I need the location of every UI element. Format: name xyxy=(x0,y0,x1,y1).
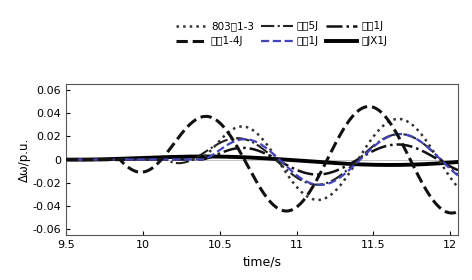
酒鑴1-4J xyxy=(217,121,222,124)
酒鑴1-4J xyxy=(455,210,461,213)
Legend: 803厂1-3, 酒鑴1-4J, 酒鑴5J, 酒新1J, 张捘1J, 刘JX1J: 803厂1-3, 酒鑴1-4J, 酒鑴5J, 酒新1J, 张捘1J, 刘JX1J xyxy=(176,21,388,46)
酒鑴5J xyxy=(455,173,461,176)
酒鑴1-4J xyxy=(63,158,69,161)
刘JX1J xyxy=(234,155,239,159)
张捘1J xyxy=(109,158,115,161)
酒鑴5J xyxy=(314,183,320,186)
酒鑴5J xyxy=(217,142,222,145)
酒新1J xyxy=(412,136,418,140)
酒新1J xyxy=(234,139,239,142)
酒鑴1-4J xyxy=(109,158,115,161)
张捘1J xyxy=(463,171,468,174)
酒鑴5J xyxy=(412,136,418,140)
酒鑴1-4J xyxy=(366,105,371,108)
803厂1-3 xyxy=(315,198,321,202)
酒新1J xyxy=(217,149,222,152)
酒鑴5J xyxy=(63,158,69,161)
张捘1J xyxy=(412,146,418,150)
酒鑴1-4J xyxy=(449,211,455,215)
酒鑴1-4J xyxy=(234,144,239,148)
803厂1-3 xyxy=(412,125,418,129)
酒鑴1-4J xyxy=(463,204,468,207)
酒鑴5J xyxy=(133,158,138,161)
Line: 酒新1J: 酒新1J xyxy=(66,134,465,185)
刘JX1J xyxy=(109,157,115,161)
803厂1-3 xyxy=(133,158,138,161)
803厂1-3 xyxy=(63,158,69,161)
张捘1J xyxy=(314,173,320,176)
刘JX1J xyxy=(202,155,208,158)
酒新1J xyxy=(317,183,323,186)
刘JX1J xyxy=(455,160,461,164)
803厂1-3 xyxy=(234,126,239,129)
张捘1J xyxy=(217,152,222,155)
张捘1J xyxy=(455,169,461,172)
酒新1J xyxy=(63,158,69,161)
刘JX1J xyxy=(388,163,393,167)
X-axis label: time/s: time/s xyxy=(243,256,281,269)
Y-axis label: Δω/p.u.: Δω/p.u. xyxy=(18,137,31,182)
刘JX1J xyxy=(463,160,468,163)
酒新1J xyxy=(397,132,403,136)
803厂1-3 xyxy=(455,186,461,189)
酒鑴1-4J xyxy=(133,170,138,173)
803厂1-3 xyxy=(217,139,222,143)
刘JX1J xyxy=(63,158,69,161)
张捘1J xyxy=(395,143,401,146)
803厂1-3 xyxy=(396,117,401,121)
酒新1J xyxy=(109,158,115,161)
酒鑴1-4J xyxy=(412,167,418,171)
Line: 刘JX1J: 刘JX1J xyxy=(66,157,465,165)
Line: 酒鑴1-4J: 酒鑴1-4J xyxy=(66,106,465,213)
酒鑴5J xyxy=(463,178,468,182)
803厂1-3 xyxy=(463,193,468,197)
Line: 酒鑴5J: 酒鑴5J xyxy=(66,134,465,185)
Line: 803厂1-3: 803厂1-3 xyxy=(66,119,465,200)
Line: 张捘1J: 张捘1J xyxy=(66,144,465,174)
酒鑴5J xyxy=(234,137,239,140)
酒新1J xyxy=(455,174,461,177)
张捘1J xyxy=(63,158,69,161)
刘JX1J xyxy=(412,163,418,166)
酒新1J xyxy=(463,179,468,182)
803厂1-3 xyxy=(109,158,115,161)
张捘1J xyxy=(234,147,239,150)
张捘1J xyxy=(133,158,138,161)
酒新1J xyxy=(133,158,138,161)
酒鑴5J xyxy=(397,132,403,136)
刘JX1J xyxy=(133,157,138,160)
酒鑴5J xyxy=(109,158,115,161)
刘JX1J xyxy=(217,155,222,158)
